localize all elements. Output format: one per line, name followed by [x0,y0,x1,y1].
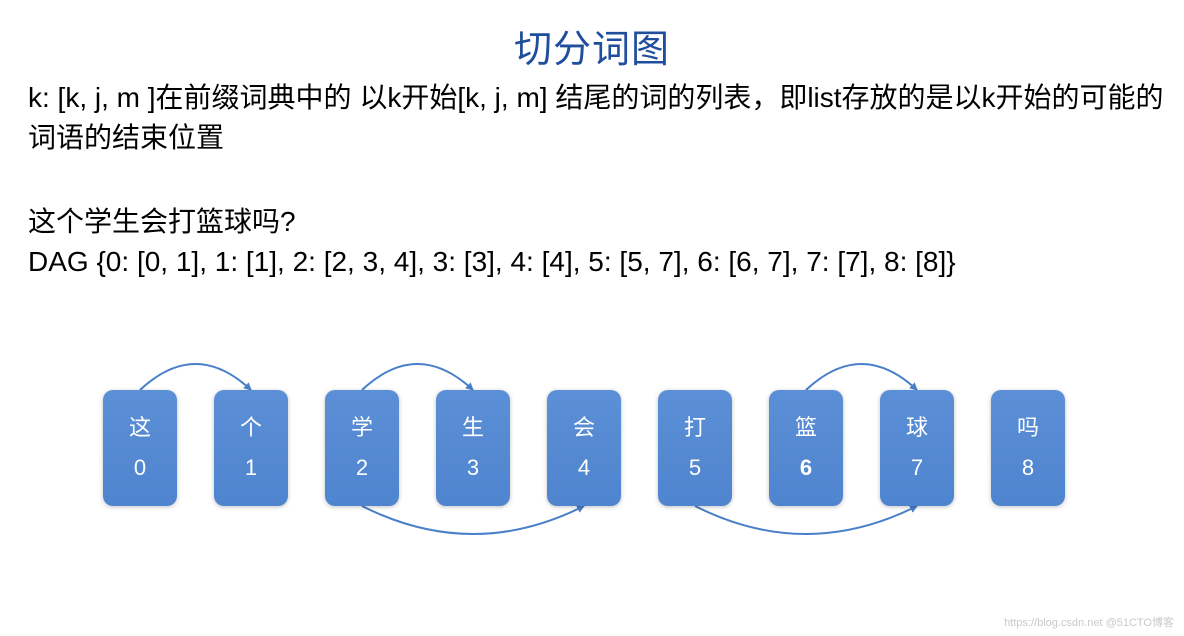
dag-node-6: 篮6 [769,390,843,506]
node-char: 打 [684,417,706,439]
node-index: 6 [800,457,812,479]
edge-6-7 [806,364,917,390]
dag-node-2: 学2 [325,390,399,506]
node-char: 生 [462,417,484,439]
dag-node-0: 这0 [103,390,177,506]
description-paragraph: k: [k, j, m ]在前缀词典中的 以k开始[k, j, m] 结尾的词的… [28,78,1164,158]
dag-text: DAG {0: [0, 1], 1: [1], 2: [2, 3, 4], 3:… [28,246,956,277]
watermark: https://blog.csdn.net @51CTO博客 [1004,614,1174,630]
dag-node-3: 生3 [436,390,510,506]
node-index: 4 [578,457,590,479]
node-char: 会 [573,417,595,439]
page-title: 切分词图 [0,18,1184,73]
dag-node-7: 球7 [880,390,954,506]
example-paragraph: 这个学生会打篮球吗? DAG {0: [0, 1], 1: [1], 2: [2… [28,202,1164,282]
edge-2-3 [362,364,473,390]
node-char: 吗 [1017,417,1039,439]
node-char: 这 [129,417,151,439]
edge-0-1 [140,364,251,390]
node-index: 8 [1022,457,1034,479]
node-index: 7 [911,457,923,479]
edge-2-4 [362,506,584,534]
node-index: 2 [356,457,368,479]
dag-node-4: 会4 [547,390,621,506]
page-root: 切分词图 k: [k, j, m ]在前缀词典中的 以k开始[k, j, m] … [0,0,1184,636]
node-index: 0 [134,457,146,479]
node-index: 1 [245,457,257,479]
example-sentence: 这个学生会打篮球吗? [28,206,296,237]
node-char: 个 [240,417,262,439]
edge-5-7 [695,506,917,534]
node-char: 球 [906,417,928,439]
dag-node-5: 打5 [658,390,732,506]
node-char: 学 [351,417,373,439]
dag-diagram: 这0个1学2生3会4打5篮6球7吗8 [0,310,1184,630]
node-char: 篮 [795,417,817,439]
node-index: 5 [689,457,701,479]
node-index: 3 [467,457,479,479]
dag-node-8: 吗8 [991,390,1065,506]
dag-node-1: 个1 [214,390,288,506]
